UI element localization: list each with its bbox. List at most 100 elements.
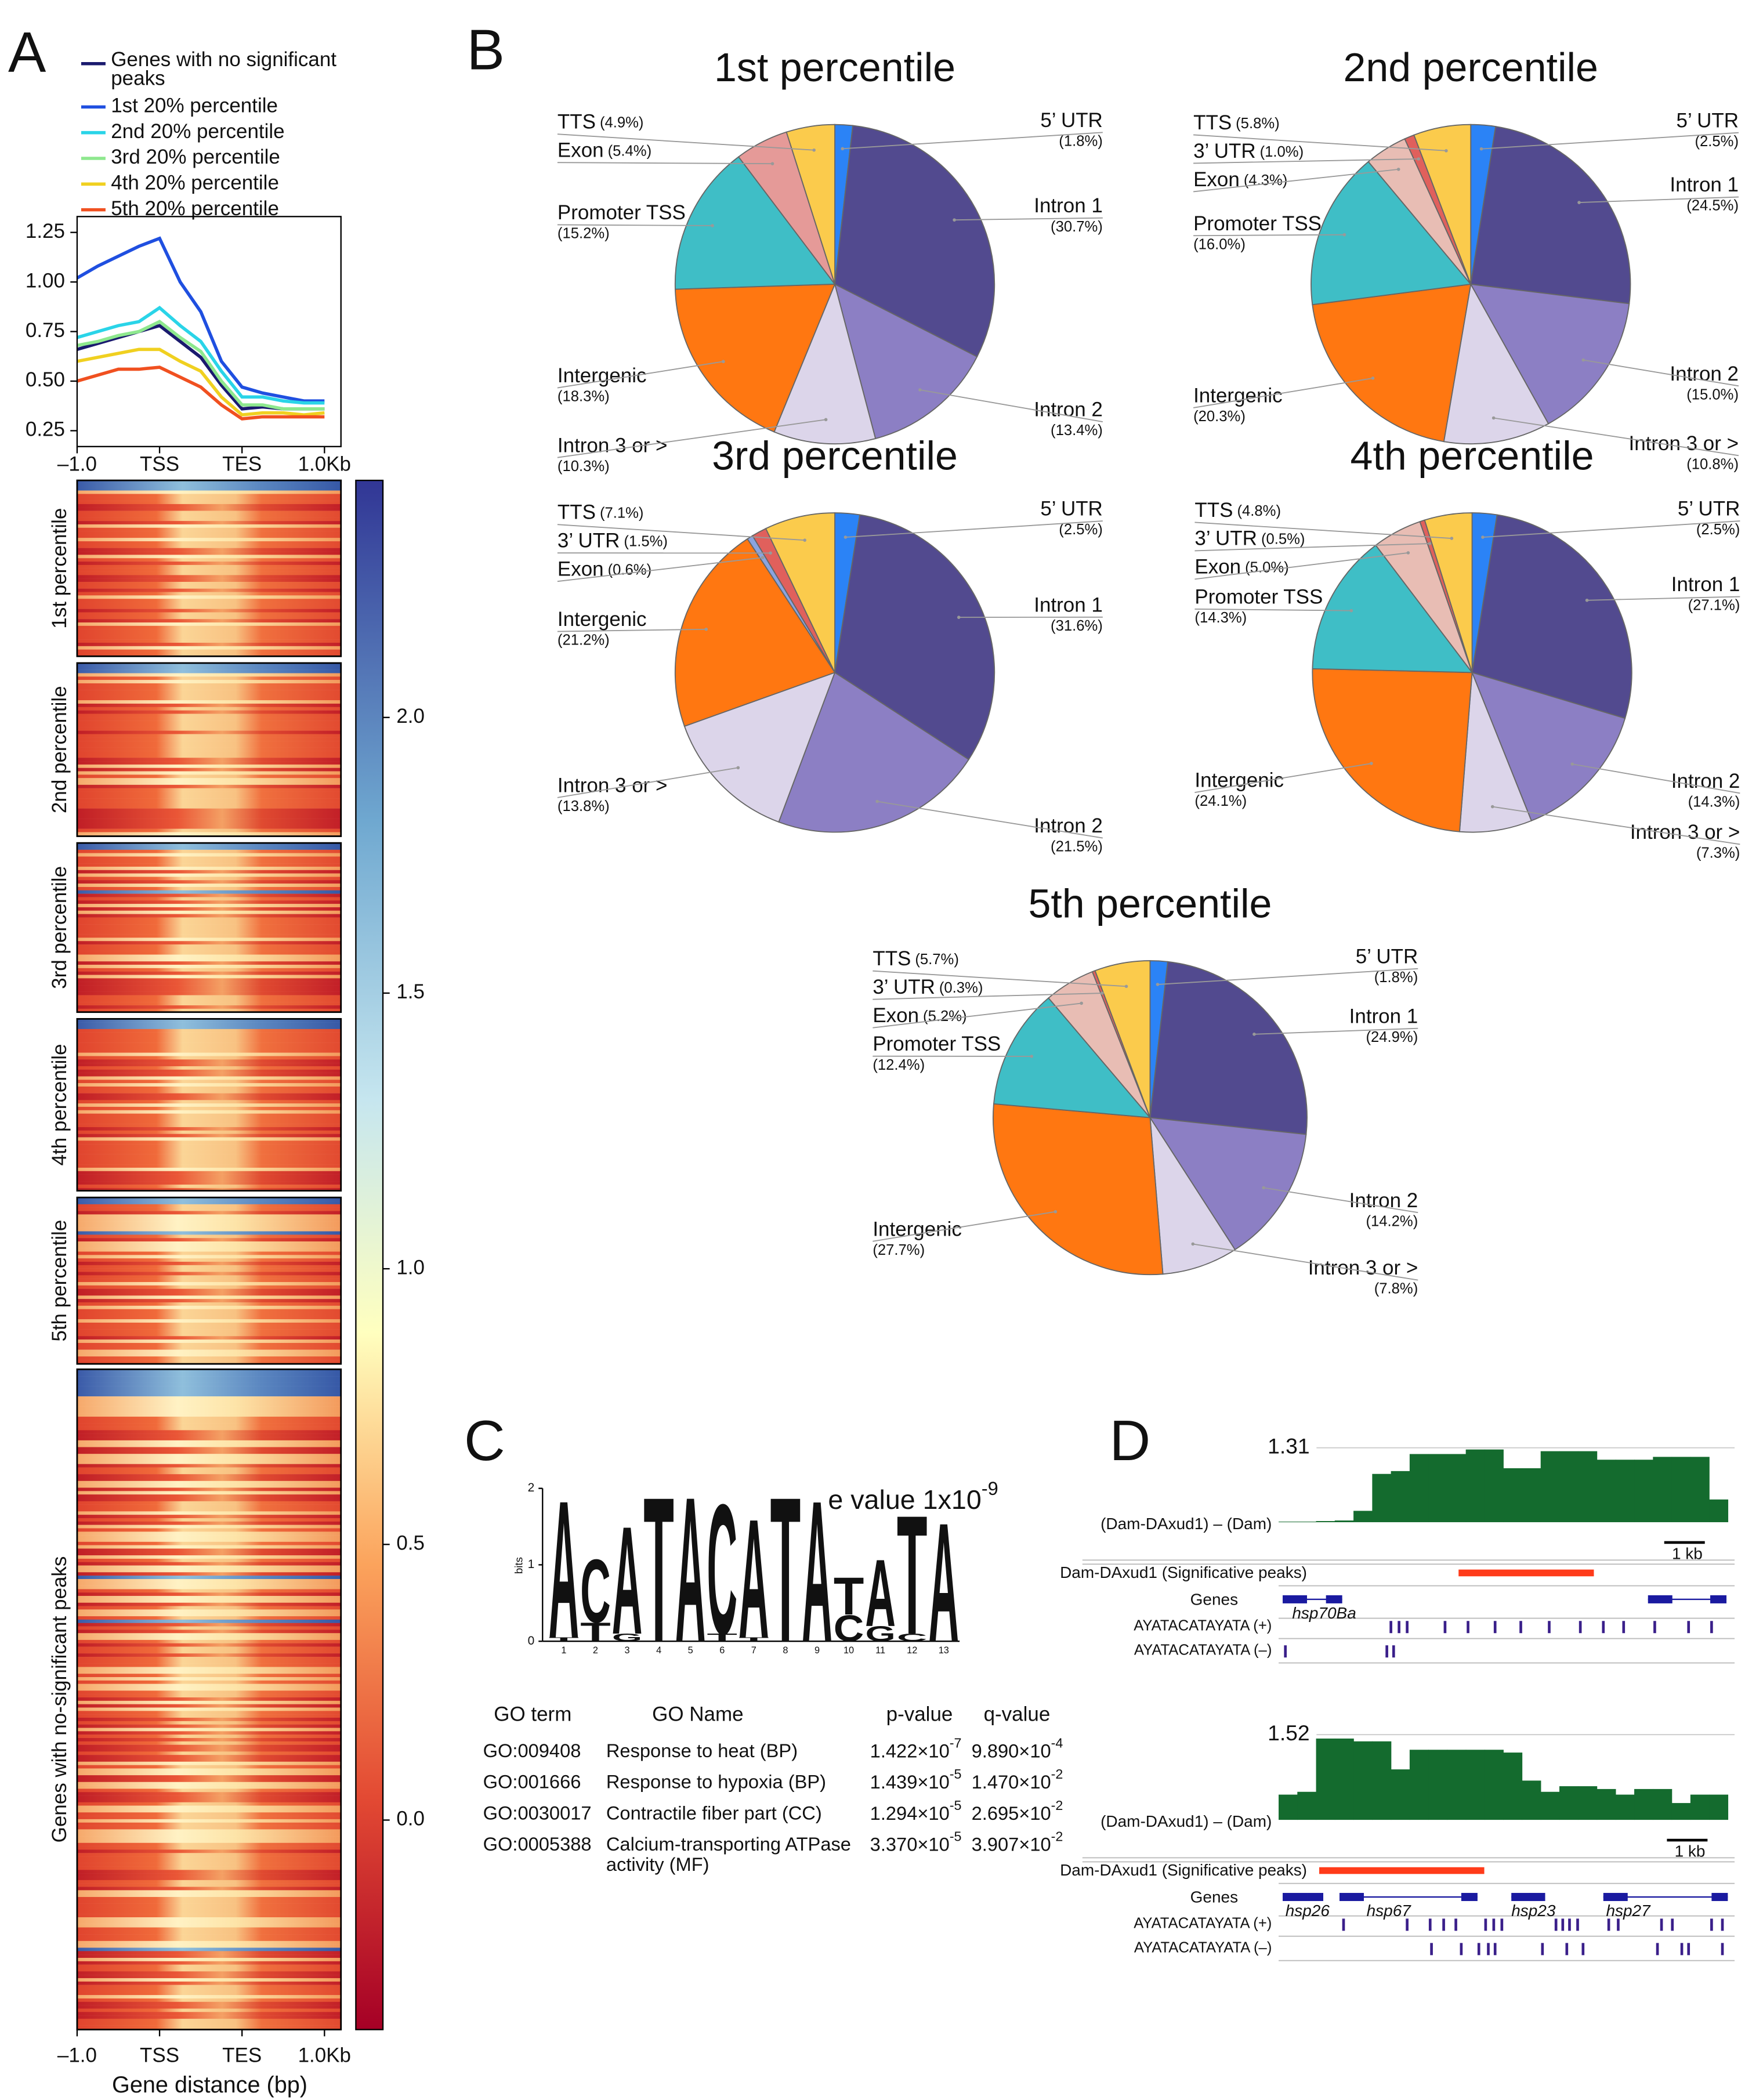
pie-label-name: Intron 2 <box>1349 1189 1418 1212</box>
pie-leader <box>873 970 1127 987</box>
pie-value-label: (5.0%) <box>1245 559 1289 575</box>
pie-label-name: 5’ UTR <box>1040 498 1103 520</box>
pie-leader <box>557 767 738 798</box>
heatmap-row <box>77 1069 341 1073</box>
heatmap-row <box>77 662 341 667</box>
heatmap-row <box>77 1117 341 1121</box>
heatmap-row <box>77 761 341 765</box>
heatmap-row <box>77 1903 341 1907</box>
gene-name: hsp23 <box>1511 1902 1556 1920</box>
gene-exon <box>1339 1893 1364 1902</box>
heatmap-frame <box>76 1368 342 2030</box>
heatmap-row <box>77 1251 341 1255</box>
colorbar-tick-label: 0.0 <box>396 1808 425 1830</box>
logo-position: 1 <box>561 1645 566 1656</box>
heatmap-row <box>77 1167 341 1171</box>
heatmap-row <box>77 1342 341 1347</box>
heatmap-row <box>77 490 341 494</box>
heatmap-row <box>77 1866 341 1870</box>
heatmap-row <box>77 1937 341 1942</box>
heatmap-row <box>77 1947 341 1951</box>
pie-label-name: TTS <box>558 111 596 133</box>
heatmap-row <box>77 1995 341 1999</box>
legend-label: 2nd 20% percentile <box>111 120 284 143</box>
pie-label-name: 5’ UTR <box>1040 109 1103 132</box>
gene-exon <box>1603 1893 1628 1902</box>
table-header: GO term <box>494 1703 571 1726</box>
heatmap-row <box>77 1508 341 1512</box>
pie-value-label: (4.8%) <box>1237 503 1281 519</box>
heatmap-row <box>77 1910 341 1914</box>
heatmap-row <box>77 2008 341 2012</box>
pie-label-name: 3’ UTR <box>1194 527 1257 550</box>
heatmap-row <box>77 914 341 918</box>
pie-label-name: Intron 3 or > <box>1630 821 1740 843</box>
pie-leader-dot <box>1191 1242 1195 1246</box>
heatmap-row <box>77 1805 341 1809</box>
gene-exon <box>1710 1595 1727 1603</box>
heatmap-row <box>77 1410 341 1414</box>
signal-bar <box>1578 1451 1598 1522</box>
heatmap-row <box>77 1147 341 1151</box>
heatmap-row <box>77 1140 341 1145</box>
heatmap-row <box>77 884 341 888</box>
heatmap-row <box>77 1234 341 1239</box>
pie-leader <box>1194 543 1430 552</box>
heatmap-row <box>77 1333 341 1337</box>
heatmap-row <box>77 832 341 836</box>
heatmap-row <box>77 1964 341 1968</box>
logo-letter: A <box>675 1454 706 1685</box>
heatmap-row <box>77 1863 341 1867</box>
heatmap-row <box>77 592 341 596</box>
pie-leader-dot <box>1156 983 1160 986</box>
pie-label-name: Exon <box>1194 556 1241 578</box>
heatmap-row <box>77 1201 341 1205</box>
heatmap-row <box>77 1944 341 1948</box>
legend-label: 3rd 20% percentile <box>111 146 280 168</box>
track-label: (Dam-DAxud1) – (Dam) <box>1100 1515 1272 1533</box>
heatmap-row <box>77 524 341 528</box>
heatmap-row <box>77 751 341 755</box>
pie-slice <box>674 283 836 433</box>
pie-title: 1st percentile <box>714 45 955 90</box>
pie-leader <box>1193 234 1345 237</box>
pie-leader-dot <box>769 551 772 555</box>
pie-value-label: (7.3%) <box>1696 845 1740 861</box>
pie-value-label: (14.3%) <box>1194 610 1247 626</box>
heatmap-row <box>77 1883 341 1887</box>
heatmap-row <box>77 822 341 826</box>
heatmap-row <box>77 1487 341 1491</box>
heatmap-row <box>77 507 341 511</box>
pie-slice <box>674 156 836 290</box>
heatmap-row <box>77 555 341 559</box>
heatmap-row <box>77 1339 341 1344</box>
signal-bar <box>1391 1471 1410 1522</box>
legend-label: 4th 20% percentile <box>111 172 279 194</box>
heatmap-row <box>77 1917 341 1921</box>
y-tick-label: 0.50 <box>26 368 65 391</box>
heatmap-row <box>77 1386 341 1390</box>
heatmap-row <box>77 1552 341 1556</box>
gene-exon <box>1648 1595 1673 1603</box>
motif-track-label: AYATACATAYATA (+) <box>1134 1617 1272 1634</box>
pie-label-name: Intron 3 or > <box>558 434 668 457</box>
heatmap-row <box>77 1171 341 1175</box>
pie-label-name: Intron 3 or > <box>1628 432 1739 455</box>
heatmap-row <box>77 1761 341 1765</box>
heatmap-row <box>77 517 341 522</box>
heatmap-row <box>77 1877 341 1881</box>
heatmap-row <box>77 795 341 799</box>
heatmap-row <box>77 1633 341 1637</box>
pie-leader-dot <box>1349 609 1353 613</box>
motif-track-label: AYATACATAYATA (–) <box>1134 1939 1272 1956</box>
pie-slice <box>1458 672 1532 833</box>
heatmap-row <box>77 707 341 711</box>
heatmap-row <box>77 1322 341 1327</box>
logo-letter: A <box>865 1540 896 1646</box>
logo-letter: G <box>612 1632 642 1643</box>
profile-line <box>77 320 325 411</box>
signal-bar <box>1634 1788 1654 1820</box>
heatmap-row <box>77 1214 341 1218</box>
heatmap-row <box>77 2012 341 2016</box>
signal-bar <box>1465 1449 1485 1522</box>
